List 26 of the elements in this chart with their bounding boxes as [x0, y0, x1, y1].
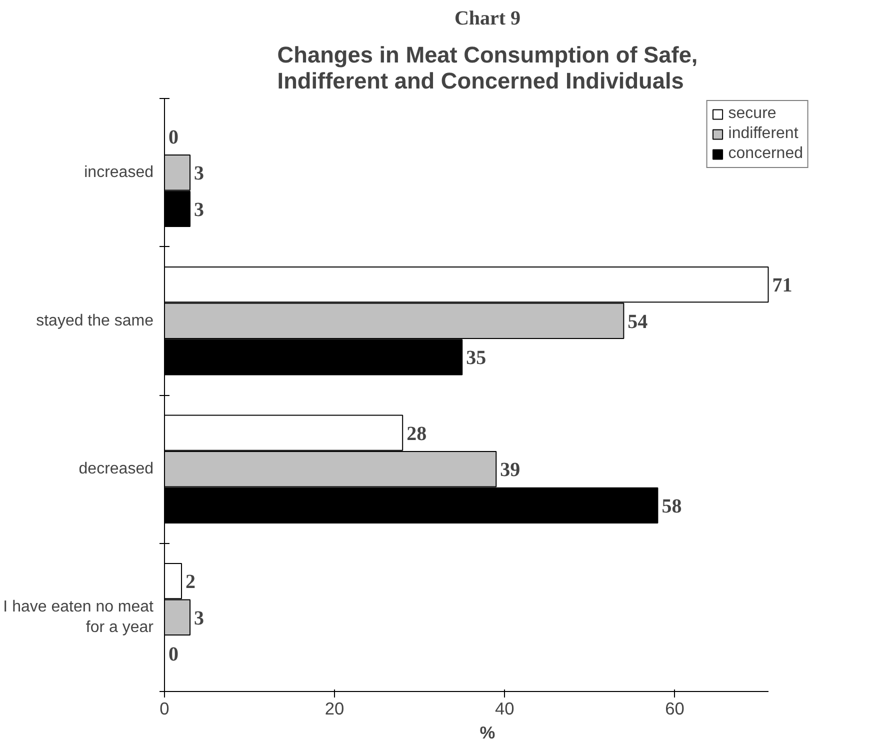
data-label: 3: [194, 607, 204, 630]
data-label: 0: [168, 644, 178, 666]
x-tick-label: 40: [494, 698, 514, 718]
data-label: 2: [186, 571, 196, 594]
x-tick-label: 60: [665, 698, 684, 718]
data-label: 28: [406, 422, 427, 445]
y-tick-label: stayed the same: [36, 312, 154, 330]
data-label: 3: [194, 162, 204, 185]
y-tick-label: I have eaten no meat for a year: [3, 598, 154, 636]
data-label: 0: [168, 126, 178, 148]
data-label: 71: [772, 274, 792, 297]
y-tick-label: increased: [84, 164, 154, 182]
chart-title: Chart 9: [454, 8, 521, 30]
data-label: 35: [466, 347, 486, 370]
data-label: 39: [500, 459, 520, 482]
y-tick-label: decreased: [78, 460, 154, 478]
data-label: 54: [628, 310, 648, 333]
x-axis-title: %: [480, 722, 496, 742]
legend-label: indifferent: [728, 125, 798, 143]
x-tick-label: 20: [324, 698, 344, 718]
x-tick-label: 0: [160, 698, 170, 718]
data-label: 3: [194, 198, 204, 221]
legend-label: secure: [728, 105, 776, 123]
legend-label: concerned: [728, 145, 803, 163]
data-label: 58: [662, 495, 682, 518]
chart-subtitle: Changes in Meat Consumption of Safe, Indifferent and Concerned Individuals: [277, 42, 698, 94]
